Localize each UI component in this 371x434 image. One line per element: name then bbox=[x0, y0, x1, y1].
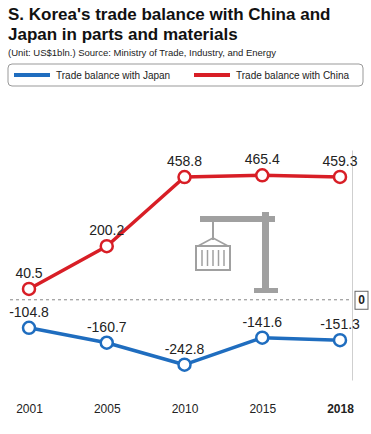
crane-icon bbox=[196, 212, 278, 293]
data-labels: -104.8 -160.7 -242.8 -141.6 -151.3 bbox=[9, 304, 360, 357]
crane-cable bbox=[212, 222, 214, 240]
data-label: 458.8 bbox=[167, 153, 202, 169]
x-tick: 2010 bbox=[172, 396, 199, 416]
x-axis: 2001 2005 2010 2015 2018 bbox=[16, 396, 354, 416]
chart-svg: (Unit: US$1bln.) Source: Ministry of Tra… bbox=[0, 0, 371, 434]
data-point bbox=[23, 283, 35, 295]
chart-title: S. Korea's trade balance with China and … bbox=[8, 5, 364, 45]
y-axis: 0 bbox=[352, 151, 368, 381]
legend-swatch bbox=[14, 73, 50, 77]
chart-container: S. Korea's trade balance with China and … bbox=[0, 0, 371, 434]
data-label: -151.3 bbox=[320, 316, 360, 332]
data-labels: 40.5 200.2 458.8 465.4 459.3 bbox=[15, 151, 357, 281]
container-rib bbox=[207, 250, 209, 266]
x-tick: 2015 bbox=[249, 396, 276, 416]
legend-swatch bbox=[194, 73, 230, 77]
grid bbox=[10, 299, 352, 300]
data-point bbox=[256, 332, 268, 344]
data-point bbox=[101, 337, 113, 349]
plot-area bbox=[23, 169, 346, 370]
container-rib bbox=[201, 250, 203, 266]
legend: Trade balance with Japan Trade balance wi… bbox=[8, 64, 363, 86]
x-tick: 2001 bbox=[16, 396, 43, 416]
x-tick-label: 2001 bbox=[16, 402, 43, 416]
y-tick-box bbox=[355, 291, 368, 309]
x-tick: 2005 bbox=[94, 396, 121, 416]
data-label: 200.2 bbox=[89, 222, 124, 238]
x-tick-label: 2015 bbox=[249, 402, 276, 416]
data-label: -104.8 bbox=[9, 304, 49, 320]
crane-sling bbox=[198, 238, 228, 246]
data-label: -141.6 bbox=[242, 314, 282, 330]
data-point bbox=[23, 322, 35, 334]
crane-boom bbox=[200, 216, 275, 222]
legend-box bbox=[8, 64, 363, 86]
legend-label: Trade balance with China bbox=[236, 70, 349, 81]
data-label: 459.3 bbox=[322, 153, 357, 169]
x-tick-label: 2005 bbox=[94, 402, 121, 416]
data-point bbox=[256, 169, 268, 181]
y-tick: 0 bbox=[352, 291, 368, 309]
container bbox=[196, 246, 230, 270]
container-rib bbox=[212, 250, 214, 266]
data-point bbox=[179, 359, 191, 371]
series-line bbox=[29, 175, 340, 289]
container-rib bbox=[223, 250, 225, 266]
grid-line bbox=[10, 299, 352, 300]
container-rib bbox=[218, 250, 220, 266]
data-label: -160.7 bbox=[87, 319, 127, 335]
data-point bbox=[179, 171, 191, 183]
data-point bbox=[334, 171, 346, 183]
subtitle: (Unit: US$1bln.) Source: Ministry of Tra… bbox=[8, 47, 276, 58]
crane-base bbox=[254, 288, 278, 293]
x-tick-label: 2010 bbox=[172, 402, 199, 416]
legend-label: Trade balance with Japan bbox=[56, 70, 170, 81]
x-tick-label: 2018 bbox=[327, 402, 354, 416]
data-label: 465.4 bbox=[245, 151, 280, 167]
data-label: 40.5 bbox=[15, 265, 42, 281]
data-point bbox=[334, 334, 346, 346]
data-label: -242.8 bbox=[165, 341, 205, 357]
x-tick: 2018 bbox=[327, 396, 354, 416]
crane-mast bbox=[262, 212, 269, 292]
data-point bbox=[101, 240, 113, 252]
y-axis-line bbox=[352, 151, 353, 381]
y-tick-label: 0 bbox=[358, 293, 365, 307]
